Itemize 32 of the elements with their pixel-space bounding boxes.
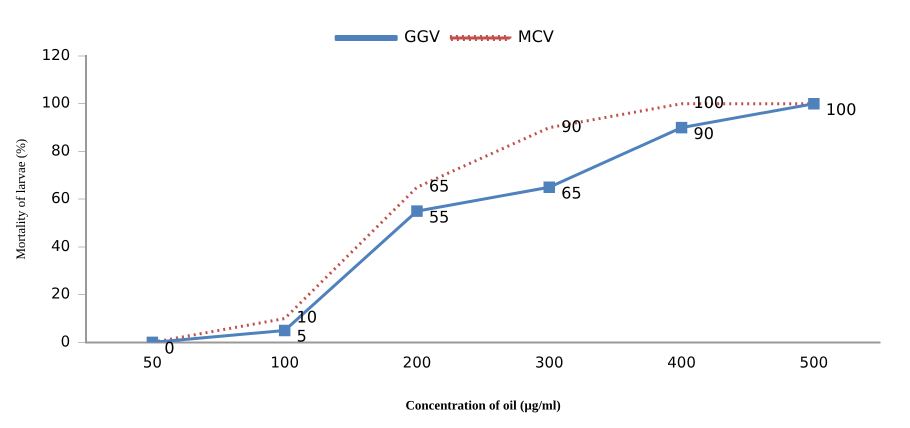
y-tick-label: 40 bbox=[51, 236, 70, 255]
point bbox=[411, 205, 423, 217]
data-label: 0 bbox=[164, 338, 175, 358]
data-label: 5 bbox=[296, 326, 307, 346]
x-tick-label: 500 bbox=[800, 353, 828, 372]
x-tick-label: 100 bbox=[270, 353, 299, 372]
x-tick-label: 300 bbox=[534, 353, 564, 372]
data-label: 55 bbox=[428, 207, 450, 226]
point bbox=[808, 98, 820, 110]
x-tick-label: 400 bbox=[667, 353, 696, 372]
y-tick-label: 80 bbox=[51, 141, 70, 160]
data-label: 100 bbox=[694, 92, 724, 112]
x-tick-label: 200 bbox=[402, 353, 432, 372]
data-label: 10 bbox=[296, 308, 318, 327]
point bbox=[676, 122, 688, 134]
y-tick-label: 20 bbox=[51, 284, 70, 303]
data-label: 65 bbox=[428, 176, 450, 196]
point bbox=[544, 182, 556, 194]
y-tick-label: 0 bbox=[60, 332, 70, 350]
data-label: 90 bbox=[694, 124, 714, 143]
legend-label: GGV bbox=[404, 27, 440, 46]
x-tick-label: 50 bbox=[142, 353, 162, 372]
y-tick-label: 120 bbox=[42, 46, 70, 64]
y-tick-label: 100 bbox=[42, 94, 70, 112]
legend-label: MCV bbox=[518, 27, 554, 46]
data-label: 100 bbox=[826, 100, 856, 119]
y-tick-label: 60 bbox=[51, 189, 70, 208]
x-axis-title: Concentration of oil (µg/ml) bbox=[406, 398, 561, 413]
data-label: 90 bbox=[561, 116, 582, 136]
y-axis-title: Mortality of larvae (%) bbox=[13, 138, 28, 260]
point bbox=[278, 324, 290, 336]
data-label: 65 bbox=[561, 183, 582, 202]
